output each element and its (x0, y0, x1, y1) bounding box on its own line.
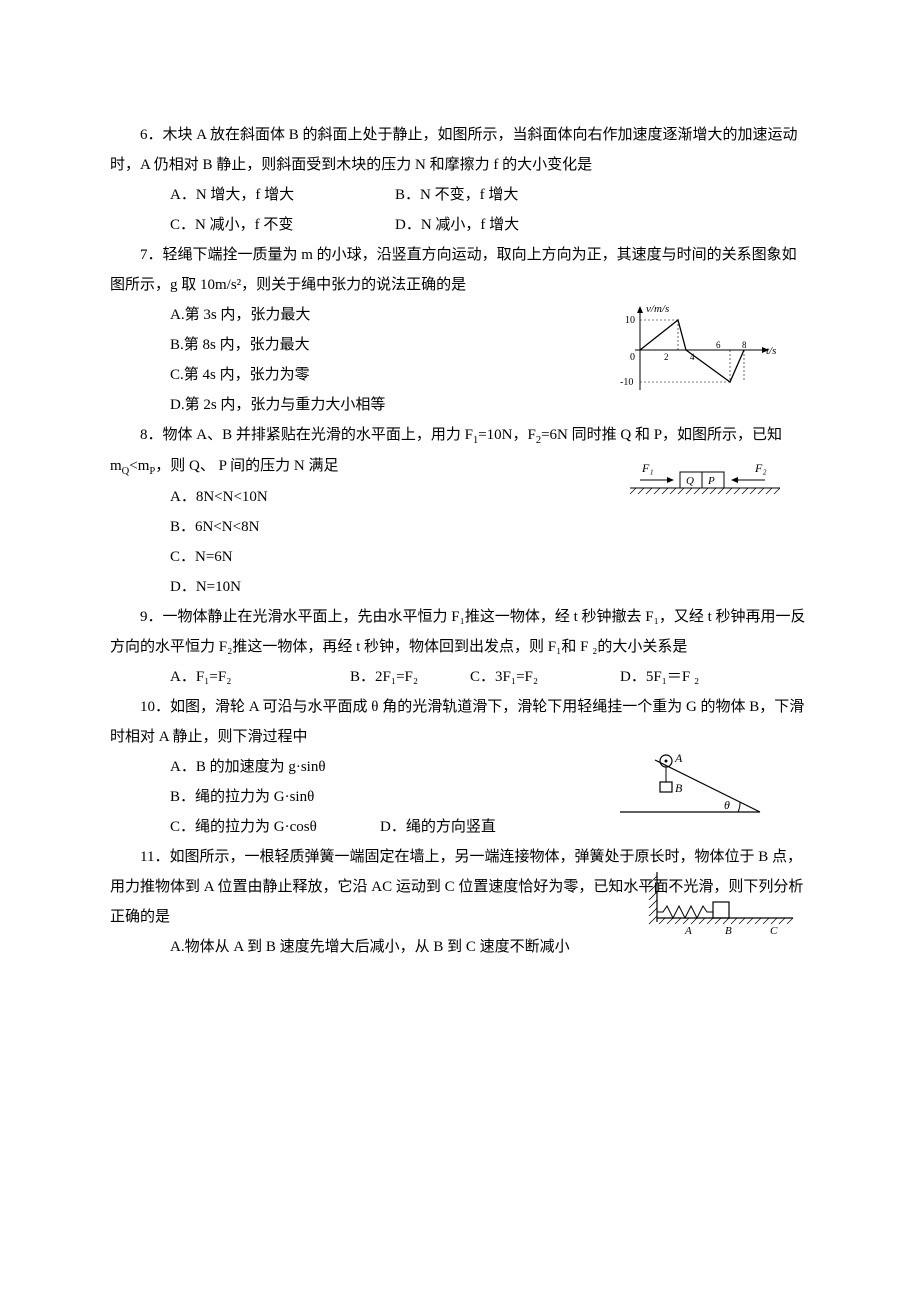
q7-text: 7．轻绳下端拴一质量为 m 的小球，沿竖直方向运动，取向上方向为正，其速度与时间… (110, 240, 810, 300)
q8-opt-d: D．N=10N (170, 572, 810, 602)
q7-tick-8: 8 (742, 340, 747, 350)
q8-t2: =10N，F (478, 427, 536, 443)
q8-t4: <m (129, 458, 149, 474)
q6-opt-a: A．N 增大，f 增大 (170, 180, 395, 210)
q6-opt-b: B．N 不变，f 增大 (395, 180, 518, 210)
q8-t5: ，则 Q、 P 间的压力 N 满足 (155, 458, 338, 474)
q7-ylabel: v/m/s (646, 303, 669, 315)
q9-opt-b: B．2F₁=F₂ (350, 662, 470, 692)
q6-opt-c: C．N 减小，f 不变 (170, 210, 395, 240)
q7-xlabel: t/s (766, 345, 776, 357)
q11-b-label: B (725, 925, 732, 937)
q9-options: A．F₁=F₂ B．2F₁=F₂ C．3F₁=F₂ D．5F₁＝F ₂ (170, 662, 810, 692)
q10-theta: θ (724, 798, 730, 812)
q11-a-label: A (684, 925, 692, 937)
q8-opt-b: B．6N<N<8N (170, 512, 810, 542)
q8-t1: 8．物体 A、B 并排紧贴在光滑的水平面上，用力 F (140, 427, 473, 443)
q7-tick-6: 6 (716, 340, 721, 350)
q6-options: A．N 增大，f 增大 B．N 不变，f 增大 C．N 减小，f 不变 D．N … (170, 180, 810, 240)
q8-p-label: P (707, 475, 715, 487)
q6-text: 6．木块 A 放在斜面体 B 的斜面上处于静止，如图所示，当斜面体向右作加速度逐… (110, 120, 810, 180)
q8-opt-c: C．N=6N (170, 542, 810, 572)
q8-f1-label: F₁ (641, 462, 654, 475)
q11-diagram: A B C (645, 872, 795, 942)
q7-ybot: -10 (620, 377, 633, 388)
q7-origin: 0 (630, 352, 635, 363)
q9-opt-d: D．5F₁＝F ₂ (620, 662, 699, 692)
q7-velocity-graph: v/m/s t/s 10 -10 0 2 4 6 8 (620, 300, 780, 400)
q8-diagram: F₁ Q P F₂ (630, 462, 780, 502)
q10-diagram: θ A B (620, 752, 770, 822)
q8-q-label: Q (686, 475, 694, 487)
q10-opt-d: D．绳的方向竖直 (380, 812, 496, 842)
q7-ytop: 10 (625, 315, 635, 326)
q10-opt-c: C．绳的拉力为 G·cosθ (170, 812, 380, 842)
q9-opt-a: A．F₁=F₂ (170, 662, 350, 692)
q6-opt-d: D．N 减小，f 增大 (395, 210, 519, 240)
q9-text: 9．一物体静止在光滑水平面上，先由水平恒力 F₁推这一物体，经 t 秒钟撤去 F… (110, 602, 810, 662)
q8-f2-label: F₂ (754, 462, 767, 475)
q10-b-label: B (675, 781, 683, 795)
q10-a-label: A (674, 752, 683, 765)
q9-opt-c: C．3F₁=F₂ (470, 662, 620, 692)
q10-text: 10．如图，滑轮 A 可沿与水平面成 θ 角的光滑轨道滑下，滑轮下用轻绳挂一个重… (110, 692, 810, 752)
q7-tick-2: 2 (664, 352, 669, 362)
q11-c-label: C (770, 925, 778, 937)
